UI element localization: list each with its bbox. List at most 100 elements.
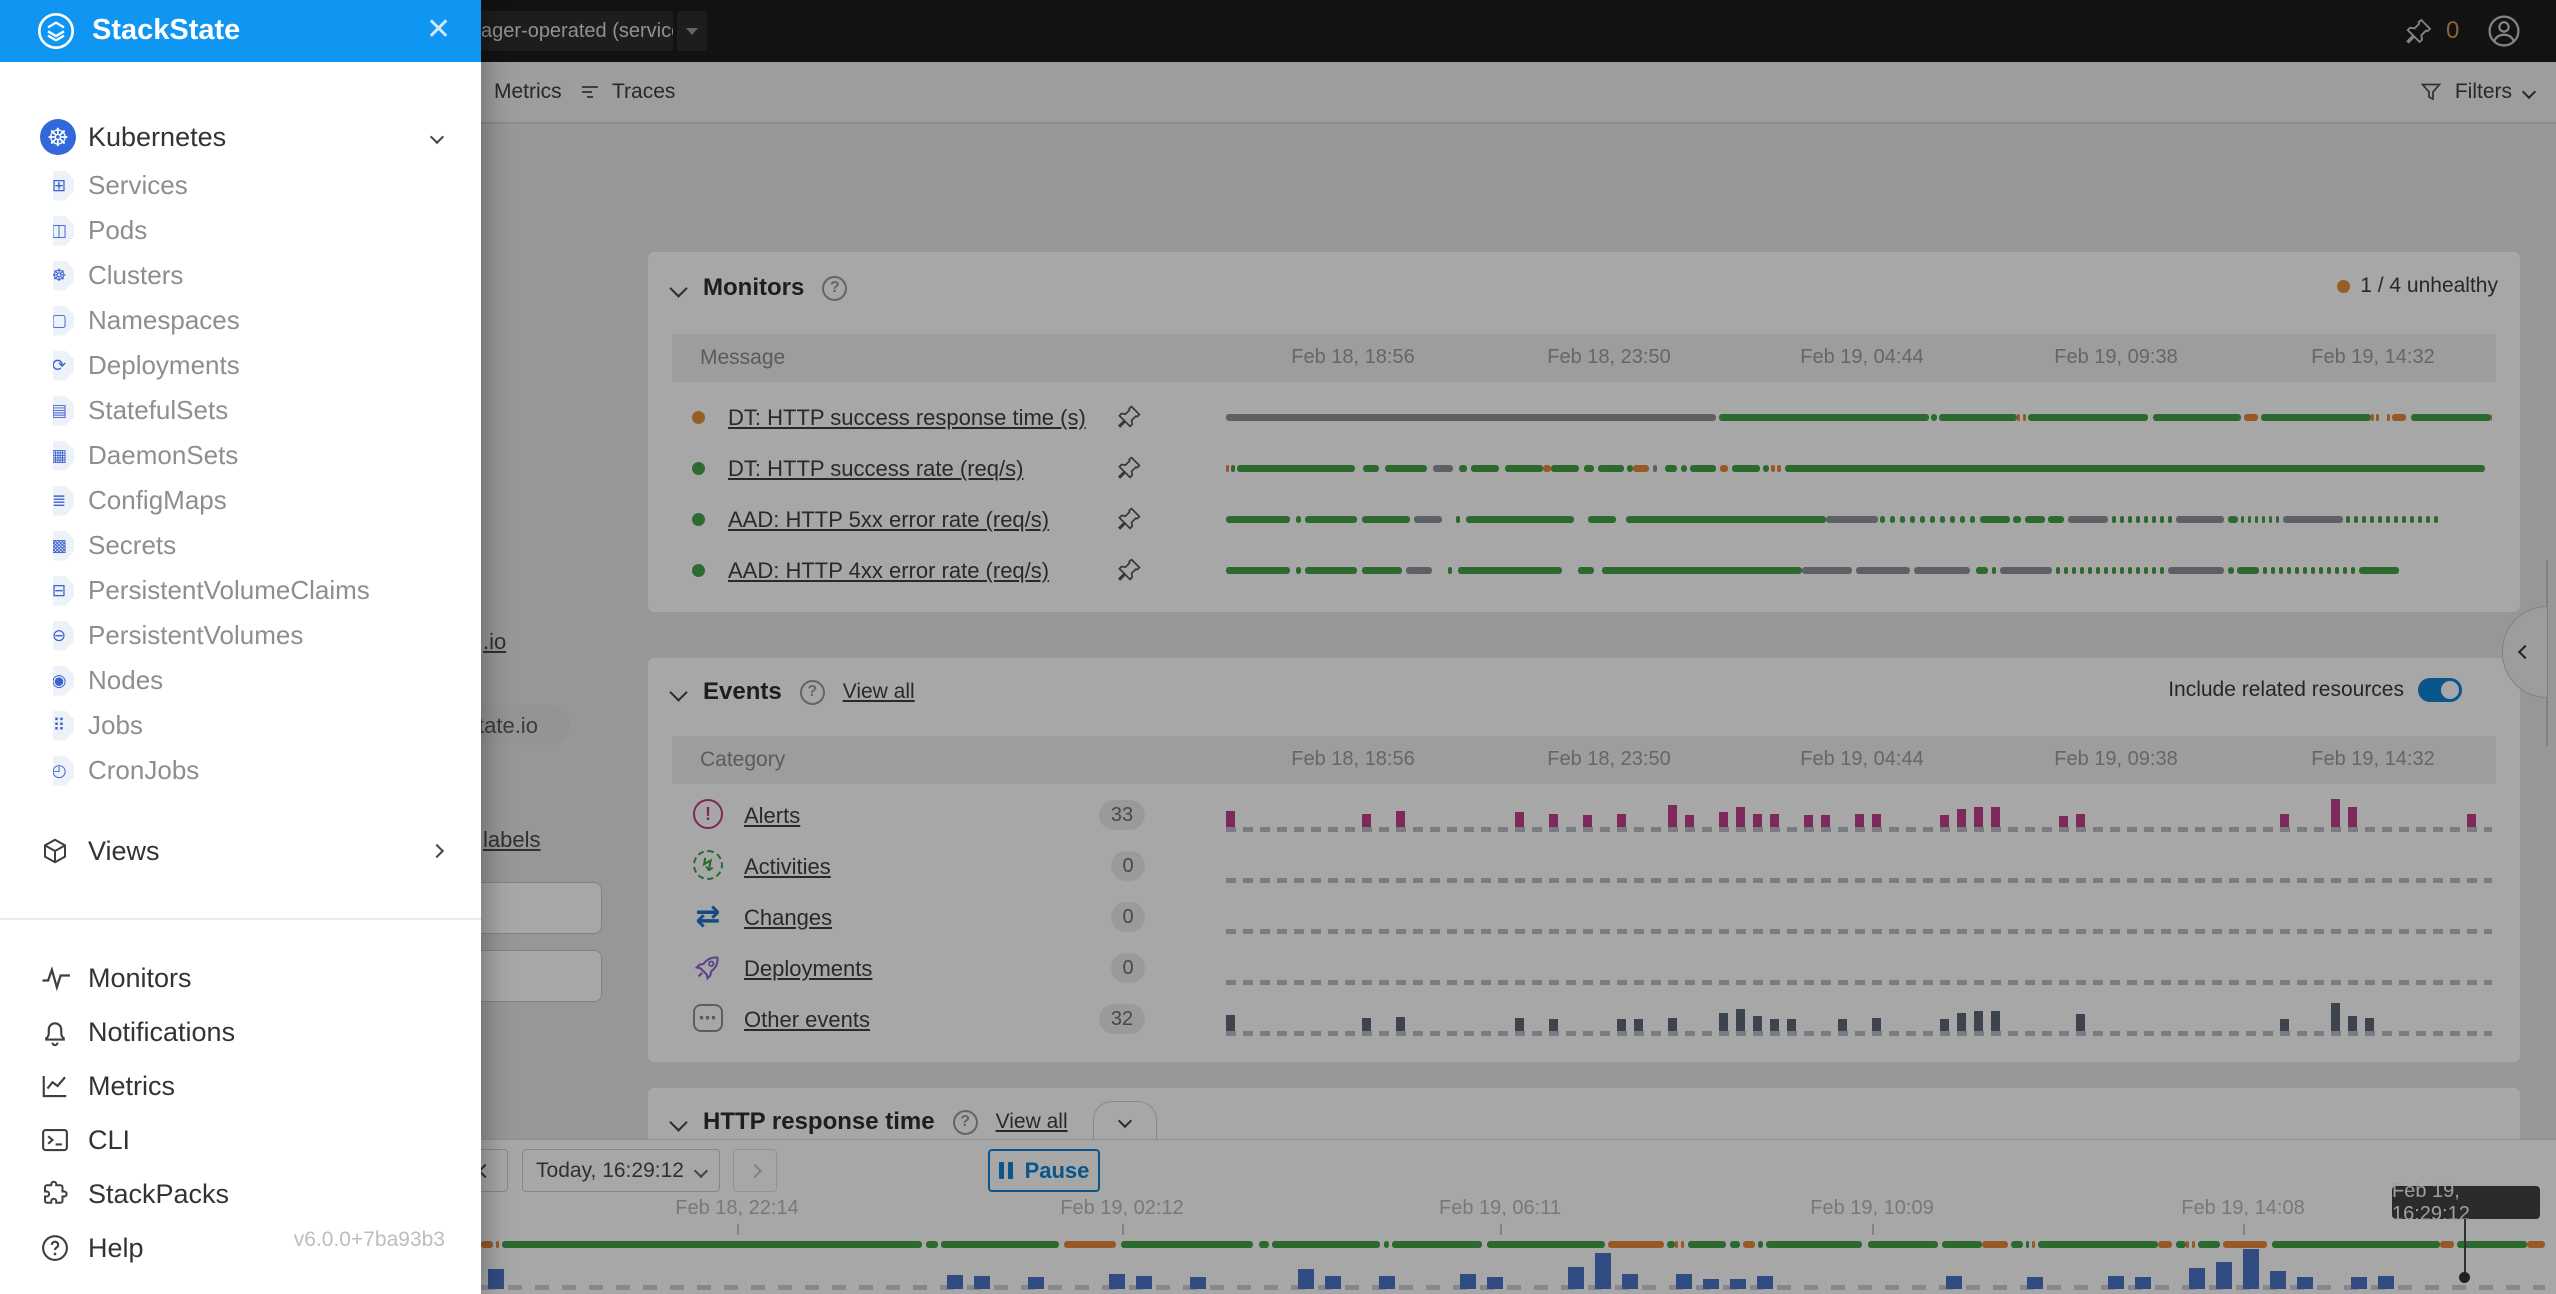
sidebar-item-cronjobs[interactable]: ◴ CronJobs: [0, 748, 481, 793]
sidebar-section-views[interactable]: Views: [0, 826, 481, 876]
toggle-knob: [2441, 681, 2459, 699]
event-row: ⇄ Changes 0: [648, 897, 2520, 937]
sidebar-item-label: StatefulSets: [88, 395, 229, 425]
event-category-link[interactable]: Changes: [744, 905, 833, 930]
monitor-row: AAD: HTTP 5xx error rate (req/s): [648, 499, 2520, 539]
histogram-bar: [1622, 1274, 1638, 1289]
sidebar-item-deployments[interactable]: ⟳ Deployments: [0, 343, 481, 388]
event-category-link[interactable]: Other events: [744, 1007, 870, 1032]
close-icon[interactable]: ✕: [426, 13, 452, 46]
event-count-badge: 0: [1111, 851, 1145, 881]
pause-icon: [998, 1162, 1013, 1179]
sidebar-item-statefulsets[interactable]: ▤ StatefulSets: [0, 388, 481, 433]
sidebar-item-monitors[interactable]: Monitors: [0, 953, 481, 1003]
monitor-status-dot-icon: [692, 411, 705, 424]
time-axis-tick: [737, 1224, 739, 1235]
include-related-toggle[interactable]: [2418, 678, 2462, 702]
sidebar-item-secrets[interactable]: ▩ Secrets: [0, 523, 481, 568]
monitor-link[interactable]: DT: HTTP success rate (req/s): [728, 456, 1024, 481]
monitor-link[interactable]: AAD: HTTP 5xx error rate (req/s): [728, 507, 1050, 532]
sidebar-item-metrics[interactable]: Metrics: [0, 1061, 481, 1111]
time-cursor-dot[interactable]: [2459, 1272, 2470, 1283]
views-label: Views: [88, 835, 160, 866]
sidebar-item-configmaps[interactable]: ≣ ConfigMaps: [0, 478, 481, 523]
filters-button[interactable]: Filters: [2419, 62, 2537, 122]
timestamp-label: Feb 19, 14:32: [2311, 748, 2435, 770]
sidebar-item-cli[interactable]: CLI: [0, 1115, 481, 1165]
time-picker-button[interactable]: Today, 16:29:12: [522, 1149, 720, 1192]
sidebar-item-notifications[interactable]: Notifications: [0, 1007, 481, 1057]
monitor-row: DT: HTTP success response time (s): [648, 397, 2520, 437]
funnel-icon: [2420, 83, 2442, 101]
pin-monitor-icon[interactable]: [1116, 454, 1143, 481]
event-category-link[interactable]: Activities: [744, 854, 831, 879]
histogram-bar: [1676, 1274, 1692, 1289]
chevron-down-icon: [429, 129, 445, 145]
sidebar-item-clusters[interactable]: ☸ Clusters: [0, 253, 481, 298]
sidebar-item-label: Namespaces: [88, 305, 240, 335]
sidebar-item-stackpacks[interactable]: StackPacks: [0, 1169, 481, 1219]
sidebar-item-nodes[interactable]: ◉ Nodes: [0, 658, 481, 703]
sidebar-item-persistentvolumes[interactable]: ⊖ PersistentVolumes: [0, 613, 481, 658]
sidebar-item-label: CLI: [88, 1124, 131, 1155]
time-axis-label: Feb 19, 06:11: [1439, 1197, 1561, 1219]
monitor-status-dot-icon: [692, 513, 705, 526]
category-column-header: Category: [700, 748, 786, 771]
avatar[interactable]: [2486, 13, 2522, 49]
http-help-icon[interactable]: ?: [952, 1109, 978, 1135]
sidebar-item-label: Services: [88, 170, 188, 200]
timestamp-label: Feb 18, 23:50: [1547, 748, 1671, 770]
persistentvolumes-icon: ⊖: [53, 620, 74, 651]
services-icon: ⊞: [53, 170, 74, 201]
sidebar-section-kubernetes[interactable]: ☸ Kubernetes: [0, 112, 481, 162]
sidebar-item-daemonsets[interactable]: ▦ DaemonSets: [0, 433, 481, 478]
sidebar-item-pods[interactable]: ◫ Pods: [0, 208, 481, 253]
sidebar-item-services[interactable]: ⊞ Services: [0, 163, 481, 208]
monitor-status-dot-icon: [692, 462, 705, 475]
monitor-link[interactable]: DT: HTTP success response time (s): [728, 405, 1086, 430]
monitors-help-icon[interactable]: ?: [822, 275, 848, 301]
show-all-labels-link[interactable]: labels: [483, 827, 541, 852]
tab-traces[interactable]: Traces: [578, 62, 675, 122]
events-view-all-link[interactable]: View all: [842, 680, 915, 703]
pin-monitor-icon[interactable]: [1116, 505, 1143, 532]
sidebar-item-label: DaemonSets: [88, 440, 239, 470]
http-view-all-link[interactable]: View all: [995, 1110, 1068, 1133]
time-axis-tick: [1122, 1224, 1124, 1235]
drawer-header: StackState ✕: [0, 0, 481, 62]
time-forward-button[interactable]: [733, 1149, 777, 1192]
sidebar-item-namespaces[interactable]: ▢ Namespaces: [0, 298, 481, 343]
histogram-bar: [2216, 1262, 2232, 1289]
timestamp-label: Feb 19, 09:38: [2054, 748, 2178, 770]
sidebar-item-jobs[interactable]: ⠿ Jobs: [0, 703, 481, 748]
monitors-health-summary: 1 / 4 unhealthy: [2337, 274, 2498, 298]
daemonsets-icon: ▦: [53, 440, 74, 471]
pause-button[interactable]: Pause: [988, 1149, 1100, 1192]
histogram-bar: [488, 1269, 504, 1289]
histogram-bar: [2243, 1249, 2259, 1289]
event-timeline: [1226, 945, 2492, 991]
time-cursor[interactable]: [2464, 1219, 2466, 1276]
timeline-collapse-handle[interactable]: [1093, 1101, 1157, 1139]
chart-icon: [42, 1076, 67, 1098]
namespaces-icon: ▢: [53, 305, 74, 336]
monitor-health-timeline: [1226, 567, 2492, 574]
events-help-icon[interactable]: ?: [799, 679, 825, 705]
monitor-link[interactable]: AAD: HTTP 4xx error rate (req/s): [728, 558, 1050, 583]
sidebar-item-help[interactable]: Help: [0, 1223, 481, 1273]
event-row: Deployments 0: [648, 948, 2520, 988]
terminal-icon: [42, 1128, 68, 1152]
unhealthy-count: 1 / 4 unhealthy: [2360, 274, 2498, 297]
deployments-icon: ⟳: [53, 350, 74, 381]
event-category-link[interactable]: Deployments: [744, 956, 873, 981]
event-category-link[interactable]: Alerts: [744, 803, 801, 828]
view-selector-caret[interactable]: [677, 11, 707, 51]
monitor-health-timeline: [1226, 414, 2492, 421]
pin-icon[interactable]: [2404, 16, 2434, 46]
histogram-bar: [2297, 1277, 2313, 1289]
pin-monitor-icon[interactable]: [1116, 403, 1143, 430]
resource-url-link[interactable]: .io: [483, 629, 507, 654]
time-axis-tick: [1500, 1224, 1502, 1235]
pin-monitor-icon[interactable]: [1116, 556, 1143, 583]
sidebar-item-persistentvolumeclaims[interactable]: ⊟ PersistentVolumeClaims: [0, 568, 481, 613]
